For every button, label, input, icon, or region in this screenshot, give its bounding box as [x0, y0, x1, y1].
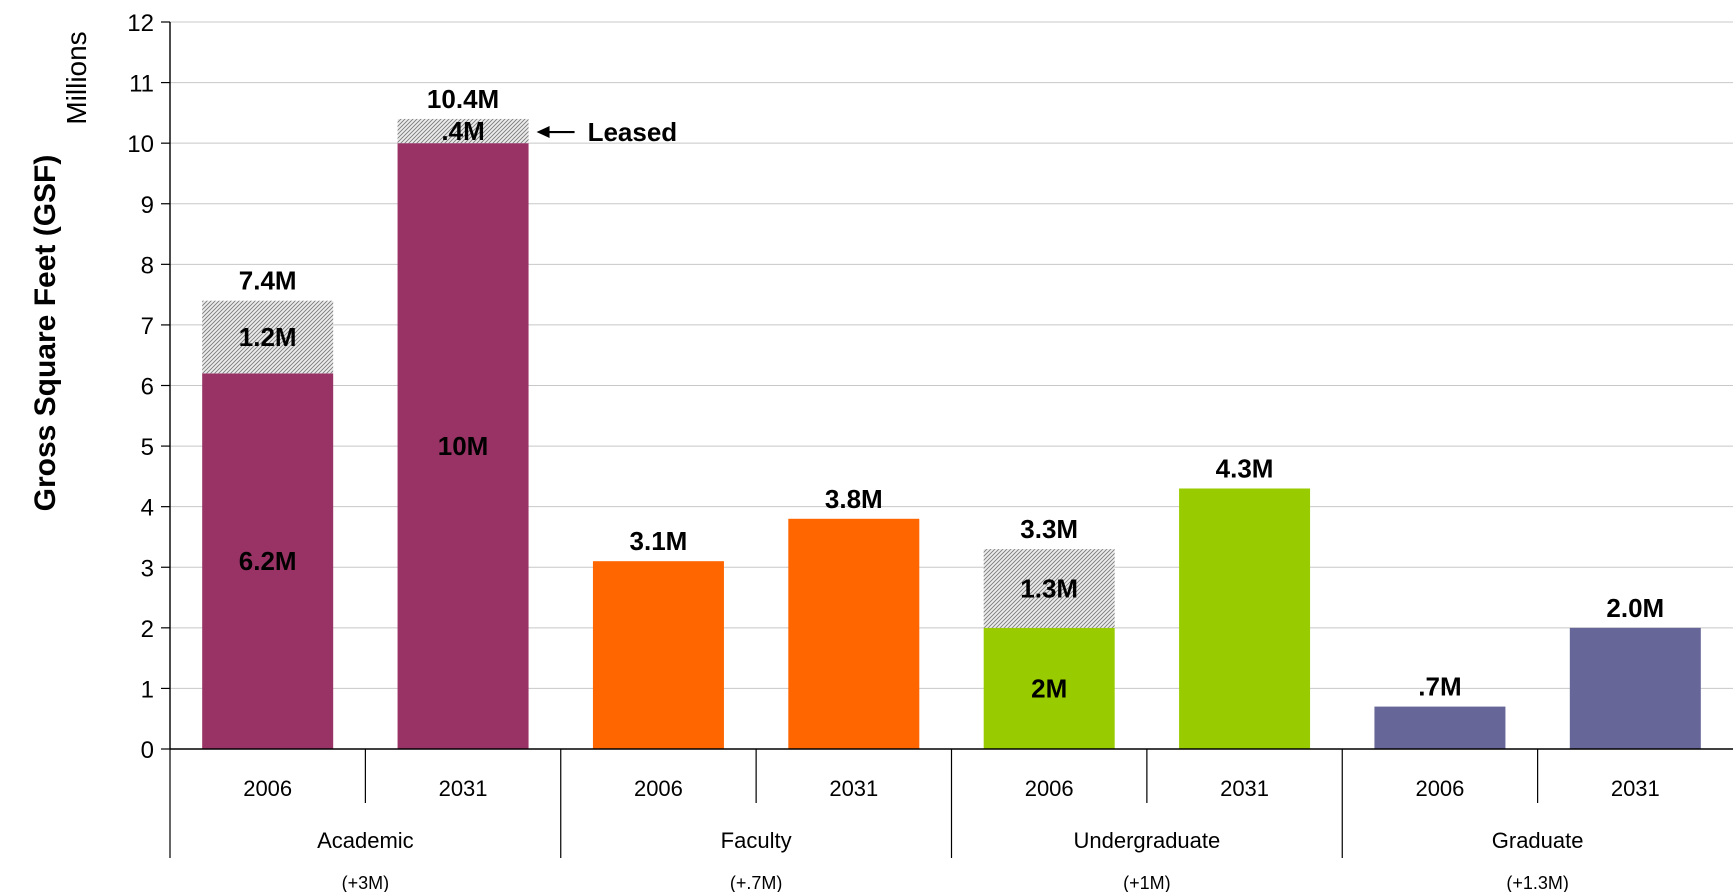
group-change-label: (+1.3M) — [1506, 873, 1569, 892]
y-tick-label: 1 — [141, 676, 154, 703]
bar-owned-faculty-2031 — [788, 518, 920, 749]
base-value-label: 10M — [438, 431, 489, 461]
bar-leased-academic-2006 — [202, 300, 334, 374]
group-change-label: (+1M) — [1123, 873, 1171, 892]
bar-owned-undergraduate-2031 — [1179, 488, 1311, 749]
leased-value-label: 1.2M — [239, 322, 297, 352]
total-value-label: 10.4M — [427, 84, 499, 114]
y-tick-label: 7 — [141, 313, 154, 340]
bar-leased-academic-2031 — [397, 118, 529, 144]
y-tick-label: 11 — [129, 71, 154, 98]
y-tick-label: 3 — [141, 555, 154, 582]
bar-owned-academic-2006 — [202, 373, 334, 749]
group-change-label: (+.7M) — [730, 873, 783, 892]
units-label: Millions — [61, 31, 92, 124]
leased-arrow-head — [536, 126, 550, 139]
group-name-label: Graduate — [1492, 828, 1584, 853]
leased-value-label: 1.3M — [1020, 573, 1078, 603]
base-value-label: 2M — [1031, 673, 1067, 703]
bar-owned-undergraduate-2006 — [983, 627, 1115, 749]
x-year-label: 2031 — [439, 776, 488, 801]
x-year-label: 2031 — [1220, 776, 1269, 801]
y-tick-label: 5 — [141, 434, 154, 461]
total-value-label: .7M — [1418, 672, 1461, 702]
x-year-label: 2031 — [1611, 776, 1660, 801]
y-tick-label: 2 — [141, 616, 154, 643]
total-value-label: 2.0M — [1606, 593, 1664, 623]
group-name-label: Academic — [317, 828, 414, 853]
y-tick-label: 0 — [141, 737, 154, 764]
total-value-label: 4.3M — [1216, 453, 1274, 483]
x-year-label: 2006 — [634, 776, 683, 801]
data-labels: 1.2M 6.2M 7.4M .4M 10M 10.4M 3.1M 3.8M 1.3M 2M 3.3… — [239, 84, 1664, 703]
y-tick-label: 6 — [141, 374, 154, 401]
y-tick-label: 9 — [141, 192, 154, 219]
x-year-label: 2006 — [1415, 776, 1464, 801]
y-tick-label: 4 — [141, 495, 154, 522]
y-tick-label: 12 — [127, 10, 154, 37]
bar-owned-academic-2031 — [397, 143, 529, 749]
bar-owned-graduate-2006 — [1374, 706, 1506, 749]
bar-owned-faculty-2006 — [592, 561, 724, 749]
bars — [202, 118, 1701, 749]
leased-annotation: Leased — [588, 117, 678, 147]
x-year-label: 2006 — [1025, 776, 1074, 801]
y-axis-title: Gross Square Feet (GSF) — [29, 155, 62, 512]
bar-owned-graduate-2031 — [1569, 627, 1701, 749]
x-year-label: 2031 — [829, 776, 878, 801]
bar-leased-undergraduate-2006 — [983, 549, 1115, 628]
total-value-label: 3.8M — [825, 484, 883, 514]
group-change-label: (+3M) — [342, 873, 390, 892]
total-value-label: 3.3M — [1020, 514, 1078, 544]
total-value-label: 7.4M — [239, 266, 297, 296]
base-value-label: 6.2M — [239, 546, 297, 576]
y-tick-label: 10 — [127, 131, 154, 158]
group-name-label: Undergraduate — [1073, 828, 1220, 853]
total-value-label: 3.1M — [630, 526, 688, 556]
x-year-label: 2006 — [243, 776, 292, 801]
group-name-label: Faculty — [721, 828, 792, 853]
y-tick-label: 8 — [141, 252, 154, 279]
leased-value-label: .4M — [441, 116, 484, 146]
